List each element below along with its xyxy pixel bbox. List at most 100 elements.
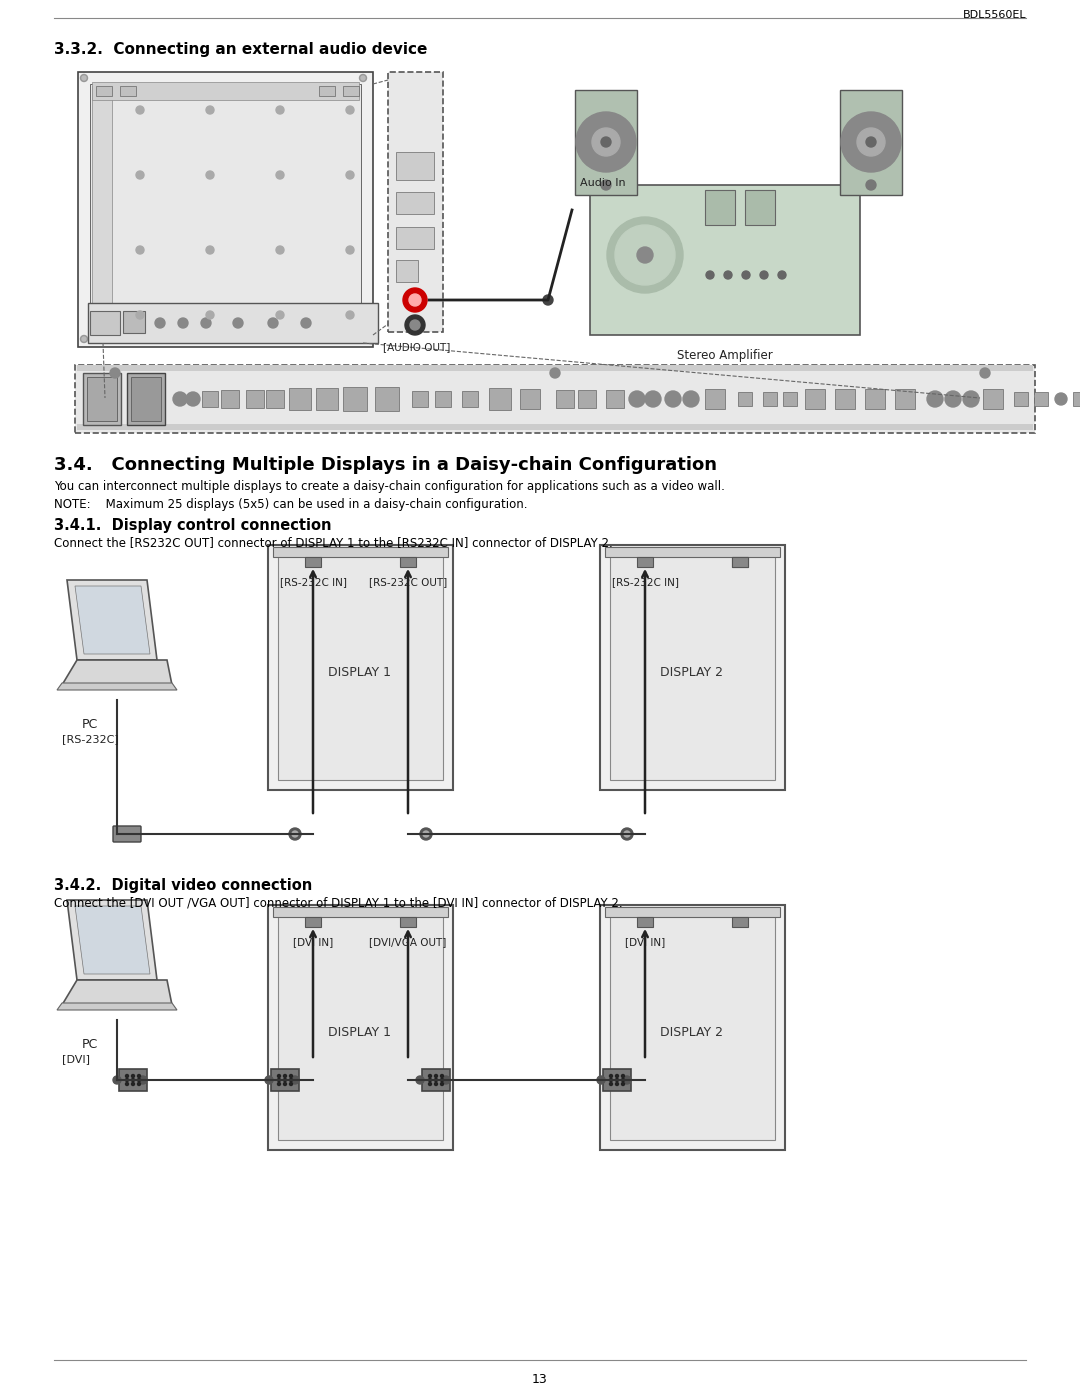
Circle shape — [136, 312, 144, 319]
FancyBboxPatch shape — [96, 87, 112, 96]
Polygon shape — [67, 900, 157, 981]
FancyBboxPatch shape — [400, 557, 416, 567]
Circle shape — [841, 112, 901, 172]
FancyBboxPatch shape — [92, 82, 359, 101]
Circle shape — [550, 367, 561, 379]
FancyBboxPatch shape — [113, 826, 141, 842]
Circle shape — [434, 1078, 437, 1081]
Text: [DVI IN]: [DVI IN] — [625, 937, 665, 947]
Text: 3.3.2.  Connecting an external audio device: 3.3.2. Connecting an external audio devi… — [54, 42, 428, 57]
FancyBboxPatch shape — [745, 190, 775, 225]
Circle shape — [268, 319, 278, 328]
Circle shape — [289, 1074, 293, 1077]
FancyBboxPatch shape — [396, 260, 418, 282]
FancyBboxPatch shape — [578, 390, 596, 408]
FancyBboxPatch shape — [590, 184, 860, 335]
Circle shape — [621, 1074, 624, 1077]
Circle shape — [289, 1078, 293, 1081]
Text: [RS-232C IN]: [RS-232C IN] — [611, 577, 678, 587]
Circle shape — [361, 337, 365, 341]
Circle shape — [600, 180, 611, 190]
Circle shape — [137, 1078, 140, 1081]
Text: NOTE:    Maximum 25 displays (5x5) can be used in a daisy-chain configuration.: NOTE: Maximum 25 displays (5x5) can be u… — [54, 497, 527, 511]
Circle shape — [186, 393, 200, 407]
Circle shape — [283, 1083, 286, 1085]
Circle shape — [405, 314, 426, 335]
FancyBboxPatch shape — [278, 555, 443, 780]
Circle shape — [600, 137, 611, 147]
Circle shape — [361, 75, 365, 80]
Circle shape — [441, 1074, 444, 1077]
Circle shape — [132, 1074, 135, 1077]
Circle shape — [866, 137, 876, 147]
Text: Stereo Amplifier: Stereo Amplifier — [677, 349, 773, 362]
FancyBboxPatch shape — [221, 390, 239, 408]
FancyBboxPatch shape — [375, 387, 399, 411]
Circle shape — [136, 106, 144, 115]
Circle shape — [178, 319, 188, 328]
Text: Audio In: Audio In — [580, 177, 625, 189]
Text: 13: 13 — [532, 1373, 548, 1386]
Circle shape — [760, 271, 768, 279]
Circle shape — [706, 271, 714, 279]
FancyBboxPatch shape — [732, 557, 748, 567]
FancyBboxPatch shape — [396, 191, 434, 214]
Circle shape — [276, 170, 284, 179]
Circle shape — [360, 74, 366, 81]
Circle shape — [624, 831, 630, 837]
Circle shape — [346, 106, 354, 115]
Circle shape — [206, 106, 214, 115]
Circle shape — [265, 1076, 273, 1084]
Circle shape — [201, 319, 211, 328]
Text: [RS-232C]: [RS-232C] — [62, 733, 119, 745]
Text: PC: PC — [82, 1038, 98, 1051]
FancyBboxPatch shape — [610, 915, 775, 1140]
FancyBboxPatch shape — [343, 387, 367, 411]
Text: [DVI/VGA OUT]: [DVI/VGA OUT] — [369, 937, 447, 947]
Circle shape — [410, 320, 420, 330]
FancyBboxPatch shape — [77, 425, 1032, 430]
Circle shape — [429, 1074, 432, 1077]
FancyBboxPatch shape — [1074, 393, 1080, 407]
Circle shape — [409, 293, 421, 306]
Circle shape — [136, 246, 144, 254]
FancyBboxPatch shape — [90, 84, 361, 335]
Circle shape — [283, 1074, 286, 1077]
Text: [RS-232C OUT]: [RS-232C OUT] — [369, 577, 447, 587]
FancyBboxPatch shape — [435, 391, 451, 407]
FancyBboxPatch shape — [1014, 393, 1028, 407]
Circle shape — [592, 129, 620, 156]
Circle shape — [81, 335, 87, 342]
Circle shape — [403, 288, 427, 312]
Circle shape — [616, 1083, 619, 1085]
Circle shape — [278, 1083, 281, 1085]
Circle shape — [283, 1078, 286, 1081]
Circle shape — [291, 1076, 299, 1084]
FancyBboxPatch shape — [268, 545, 453, 789]
Circle shape — [289, 1083, 293, 1085]
Circle shape — [665, 391, 681, 407]
FancyBboxPatch shape — [422, 1069, 450, 1091]
FancyBboxPatch shape — [762, 393, 777, 407]
FancyBboxPatch shape — [732, 916, 748, 928]
Circle shape — [156, 319, 165, 328]
FancyBboxPatch shape — [519, 388, 540, 409]
Circle shape — [645, 391, 661, 407]
FancyBboxPatch shape — [605, 548, 780, 557]
Circle shape — [206, 170, 214, 179]
Circle shape — [609, 1078, 612, 1081]
FancyBboxPatch shape — [268, 905, 453, 1150]
FancyBboxPatch shape — [705, 190, 735, 225]
Circle shape — [945, 391, 961, 407]
Polygon shape — [75, 907, 150, 974]
Circle shape — [429, 1078, 432, 1081]
Circle shape — [125, 1083, 129, 1085]
Circle shape — [616, 1074, 619, 1077]
FancyBboxPatch shape — [610, 555, 775, 780]
FancyBboxPatch shape — [396, 152, 434, 180]
Text: [DVI]: [DVI] — [62, 1053, 90, 1065]
FancyBboxPatch shape — [131, 377, 161, 420]
FancyBboxPatch shape — [805, 388, 825, 409]
FancyBboxPatch shape — [637, 916, 653, 928]
FancyBboxPatch shape — [273, 907, 448, 916]
